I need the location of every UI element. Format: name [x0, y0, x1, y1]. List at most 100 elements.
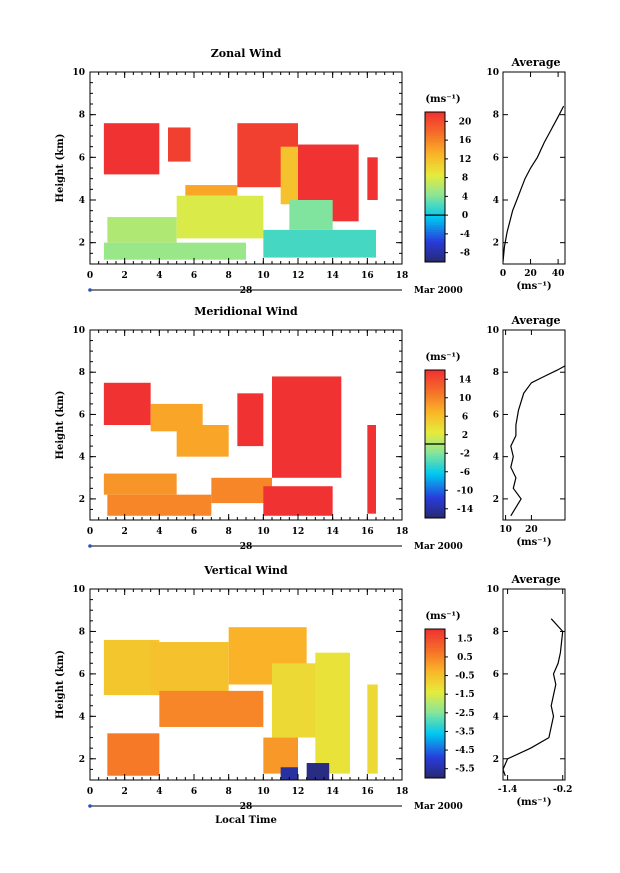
x-tick-label: 14 — [326, 271, 339, 281]
colorbar-segment — [425, 130, 445, 134]
date-label: 28 — [240, 542, 253, 552]
colorbar-segment — [425, 437, 445, 440]
colorbar-segment — [425, 425, 445, 429]
x-tick-label: 12 — [292, 527, 305, 537]
y-axis-label: Height (km) — [55, 650, 66, 719]
average-y-tick-label: 4 — [493, 453, 499, 463]
colorbar-segment — [425, 210, 445, 214]
average-y-tick-label: 4 — [493, 196, 499, 206]
x-tick-label: 8 — [226, 271, 232, 281]
y-tick-label: 4 — [79, 453, 85, 463]
x-tick-label: 12 — [292, 787, 305, 797]
colorbar-segment — [425, 663, 445, 667]
data-region — [367, 157, 378, 200]
colorbar-segment — [425, 393, 445, 396]
average-panel-3: Average 2 4 6 8 10 -1.4 -0.2(ms⁻¹) — [486, 573, 572, 808]
data-region — [280, 767, 298, 780]
x-tick-label: 2 — [122, 271, 128, 281]
colorbar-segment — [425, 386, 445, 389]
colorbar-segment — [425, 372, 445, 376]
average-y-tick-label: 8 — [493, 368, 499, 378]
colorbar-segment — [425, 402, 445, 406]
data-region — [237, 393, 264, 447]
x-tick-label: 18 — [396, 527, 409, 537]
colorbar-segment — [425, 238, 445, 242]
colorbar-segment — [425, 733, 445, 737]
panel-title: Vertical Wind — [203, 564, 288, 577]
data-region — [168, 127, 191, 162]
colorbar-tick-label: 14 — [459, 375, 472, 385]
colorbar-segment — [425, 427, 445, 431]
colorbar-segment — [425, 708, 445, 711]
colorbar-segment — [425, 231, 445, 235]
colorbar-unit: (ms⁻¹) — [425, 611, 460, 622]
y-tick-label: 8 — [79, 368, 85, 378]
colorbar-segment — [425, 492, 445, 496]
colorbar-segment — [425, 198, 445, 202]
colorbar-segment — [425, 719, 445, 723]
colorbar-segment — [425, 116, 445, 120]
heatmap-panel-1: Zonal Wind 0 2 4 6 8 10 12 14 16 18 2 4 6 8 10 Height (k… — [55, 47, 471, 296]
colorbar-segment — [425, 471, 445, 475]
colorbar-segment — [425, 698, 445, 702]
x-tick-label: 2 — [122, 787, 128, 797]
x-tick-label: 16 — [361, 527, 374, 537]
colorbar-segment — [425, 404, 445, 408]
date-axis-marker — [88, 544, 92, 548]
colorbar-segment — [425, 121, 445, 125]
date-right-label: Mar 2000 — [414, 802, 463, 812]
colorbar-segment — [425, 165, 445, 169]
colorbar-segment — [425, 682, 445, 686]
colorbar-segment — [425, 687, 445, 691]
colorbar-segment — [425, 478, 445, 482]
x-tick-label: 8 — [226, 527, 232, 537]
colorbar-segment — [425, 715, 445, 718]
colorbar-segment — [425, 750, 445, 753]
average-x-label: (ms⁻¹) — [516, 797, 551, 808]
colorbar-segment — [425, 416, 445, 420]
colorbar-segment — [425, 501, 445, 505]
colorbar-segment — [425, 432, 445, 436]
colorbar-segment — [425, 383, 445, 387]
average-x-tick-label: 40 — [552, 269, 565, 279]
data-region — [150, 642, 229, 696]
colorbar: 20 16 12 8 4 0 -4 -8 (ms⁻¹) — [424, 94, 472, 263]
colorbar-segment — [425, 726, 445, 730]
colorbar-segment — [425, 149, 445, 153]
colorbar-segment — [425, 229, 445, 233]
colorbar-segment — [425, 441, 445, 445]
colorbar-frame — [424, 111, 446, 263]
colorbar-segment — [425, 395, 445, 399]
colorbar-segment — [425, 439, 445, 443]
colorbar-segment — [425, 177, 445, 181]
colorbar-segment — [425, 240, 445, 244]
colorbar-segment — [425, 370, 445, 373]
x-tick-label: 10 — [257, 787, 270, 797]
colorbar-segment — [425, 743, 445, 746]
colorbar-segment — [425, 506, 445, 510]
data-region — [176, 425, 229, 457]
average-profile-line — [510, 365, 566, 517]
colorbar-tick-label: 16 — [459, 136, 472, 146]
data-region — [185, 185, 238, 196]
colorbar-segment — [425, 446, 445, 450]
colorbar-segment — [425, 154, 445, 158]
x-tick-label: 16 — [361, 787, 374, 797]
y-tick-label: 10 — [72, 326, 85, 336]
y-tick-label: 6 — [79, 410, 85, 420]
colorbar-tick-label: 2 — [462, 431, 468, 441]
colorbar-segment — [425, 481, 445, 484]
colorbar-segment — [425, 736, 445, 739]
y-tick-label: 2 — [79, 239, 85, 249]
colorbar-segment — [425, 397, 445, 401]
colorbar-segment — [425, 434, 445, 438]
colorbar-frame — [424, 628, 446, 779]
y-tick-label: 10 — [72, 68, 85, 78]
y-tick-label: 8 — [79, 111, 85, 121]
x-tick-label: 8 — [226, 787, 232, 797]
heatmap-panel-3: Vertical Wind 0 2 4 6 8 10 12 14 16 18 2 4 6 8 10 Height… — [55, 564, 475, 826]
colorbar-segment — [425, 656, 445, 660]
colorbar-segment — [425, 464, 445, 468]
colorbar-segment — [425, 761, 445, 765]
colorbar-segment — [425, 224, 445, 228]
